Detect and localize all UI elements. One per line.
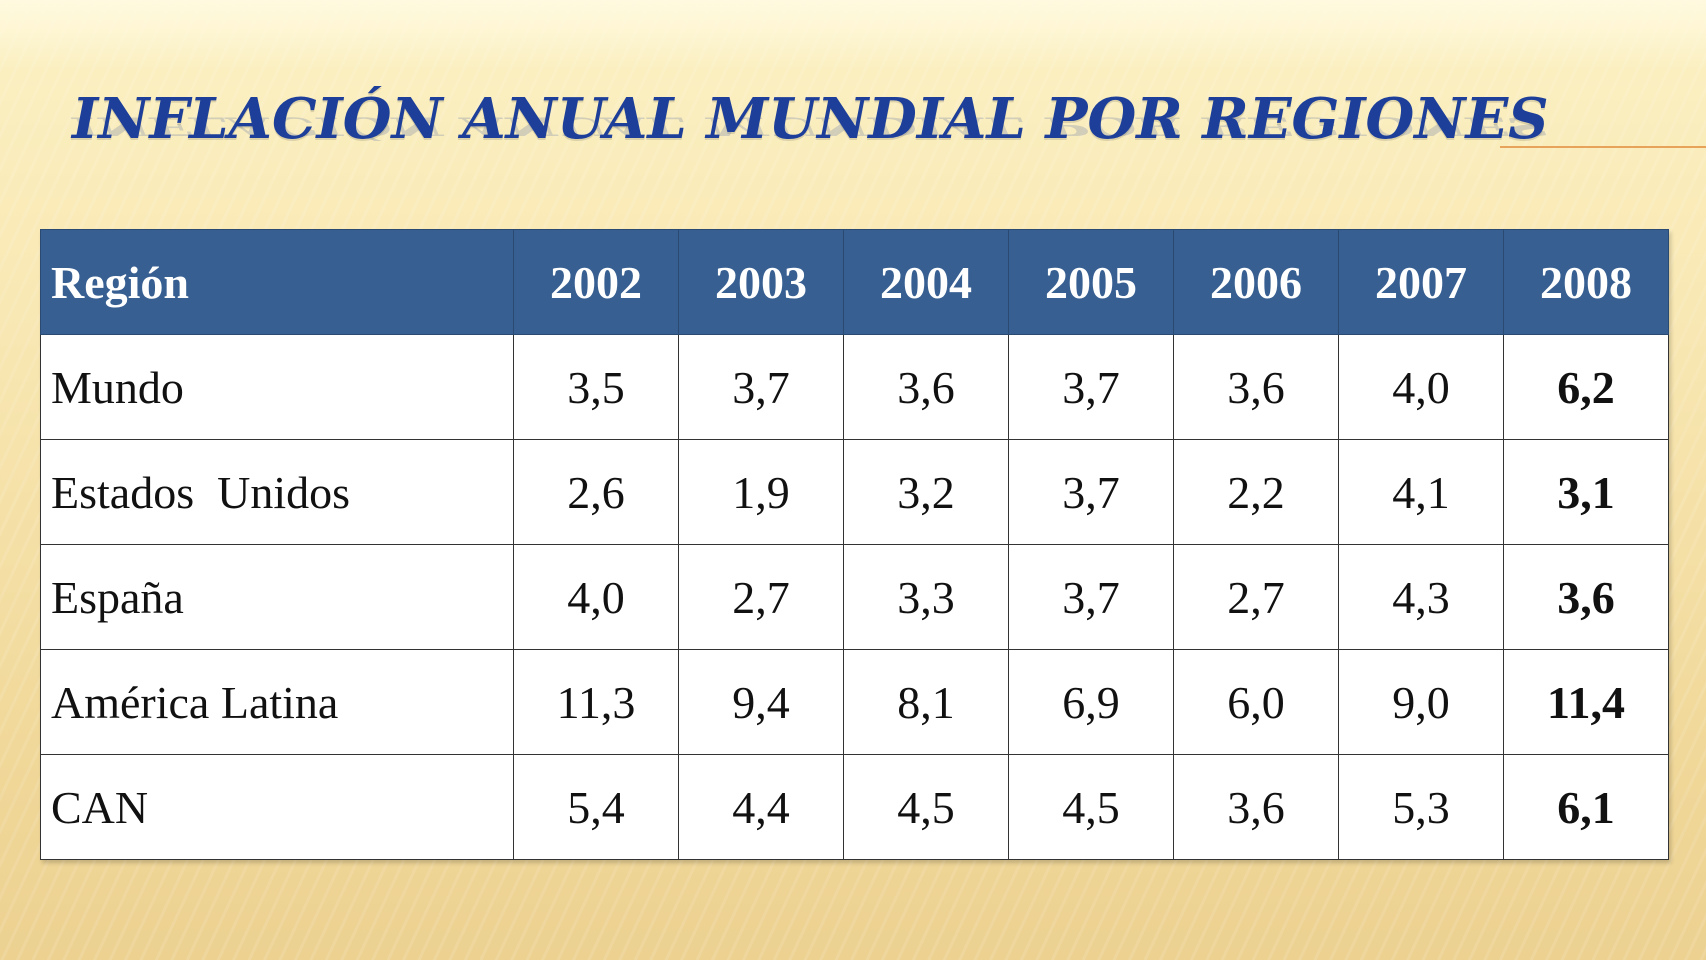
value-cell: 5,3 [1338, 754, 1504, 860]
value-cell: 5,4 [513, 754, 679, 860]
value-cell: 6,9 [1008, 649, 1174, 755]
region-cell: CAN [40, 754, 514, 860]
table-row-estados-unidos: Estados Unidos 2,6 1,9 3,2 3,7 2,2 4,1 3… [40, 439, 1669, 545]
value-cell: 2,7 [1173, 544, 1339, 650]
value-cell: 3,7 [1008, 334, 1174, 440]
value-cell: 4,5 [843, 754, 1009, 860]
value-cell: 11,3 [513, 649, 679, 755]
header-year-2004: 2004 [843, 229, 1009, 335]
header-year-2006: 2006 [1173, 229, 1339, 335]
region-label: España [51, 571, 184, 623]
header-year-2005: 2005 [1008, 229, 1174, 335]
value-cell: 3,5 [513, 334, 679, 440]
value-cell-2008: 3,1 [1503, 439, 1669, 545]
region-cell: España [40, 544, 514, 650]
header-year-2007: 2007 [1338, 229, 1504, 335]
value-cell: 1,9 [678, 439, 844, 545]
background-glow [0, 0, 1706, 70]
region-cell: Mundo [40, 334, 514, 440]
table-row-america-latina: América Latina 11,3 9,4 8,1 6,9 6,0 9,0 … [40, 649, 1669, 755]
region-label: Estados Unidos [51, 466, 350, 518]
value-cell: 2,2 [1173, 439, 1339, 545]
value-cell: 3,7 [1008, 439, 1174, 545]
value-cell: 8,1 [843, 649, 1009, 755]
value-cell: 4,5 [1008, 754, 1174, 860]
value-cell: 3,6 [1173, 754, 1339, 860]
value-cell: 4,0 [513, 544, 679, 650]
table-row-espana: España 4,0 2,7 3,3 3,7 2,7 4,3 3,6 [40, 544, 1669, 650]
slide-title: Inflación anual mundial por regiones [72, 86, 1549, 152]
value-cell: 2,6 [513, 439, 679, 545]
title-accent-rule [1500, 146, 1706, 148]
value-cell-2008: 3,6 [1503, 544, 1669, 650]
table-header-row: Región 2002 2003 2004 2005 2006 2007 200… [40, 229, 1669, 335]
header-year-2008: 2008 [1503, 229, 1669, 335]
value-cell: 9,0 [1338, 649, 1504, 755]
value-cell: 3,7 [678, 334, 844, 440]
inflation-table: Región 2002 2003 2004 2005 2006 2007 200… [40, 229, 1669, 860]
value-cell: 4,3 [1338, 544, 1504, 650]
value-cell: 4,4 [678, 754, 844, 860]
header-year-2003: 2003 [678, 229, 844, 335]
title-area: Inflación anual mundial por regiones Inf… [72, 84, 1706, 174]
value-cell-2008: 6,2 [1503, 334, 1669, 440]
table-row-can: CAN 5,4 4,4 4,5 4,5 3,6 5,3 6,1 [40, 754, 1669, 860]
header-region: Región [40, 229, 514, 335]
value-cell: 3,6 [1173, 334, 1339, 440]
region-label: Mundo [51, 361, 184, 413]
region-cell: Estados Unidos [40, 439, 514, 545]
value-cell: 3,2 [843, 439, 1009, 545]
region-label: América Latina [51, 676, 339, 728]
value-cell: 3,6 [843, 334, 1009, 440]
value-cell: 4,1 [1338, 439, 1504, 545]
value-cell: 9,4 [678, 649, 844, 755]
region-cell: América Latina [40, 649, 514, 755]
value-cell: 4,0 [1338, 334, 1504, 440]
value-cell-2008: 11,4 [1503, 649, 1669, 755]
value-cell: 2,7 [678, 544, 844, 650]
value-cell: 3,7 [1008, 544, 1174, 650]
table-row-mundo: Mundo 3,5 3,7 3,6 3,7 3,6 4,0 6,2 [40, 334, 1669, 440]
value-cell-2008: 6,1 [1503, 754, 1669, 860]
header-year-2002: 2002 [513, 229, 679, 335]
region-label: CAN [51, 781, 149, 833]
value-cell: 6,0 [1173, 649, 1339, 755]
value-cell: 3,3 [843, 544, 1009, 650]
